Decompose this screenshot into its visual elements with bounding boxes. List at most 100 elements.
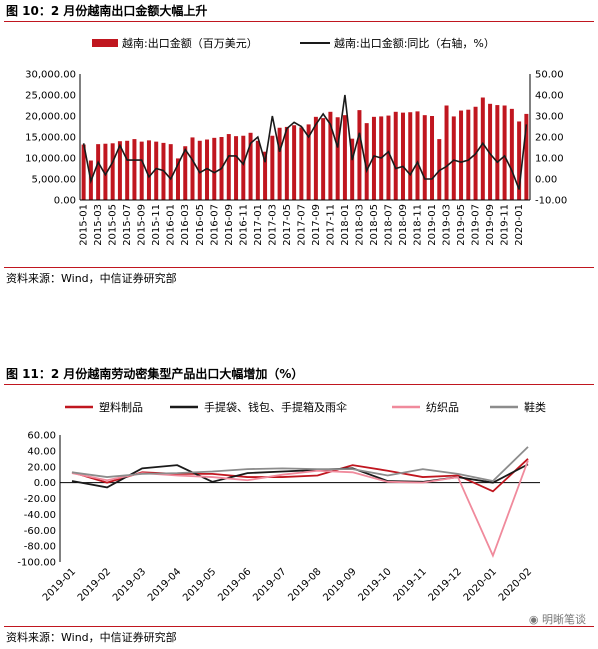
- x-tick-label: 2019-05: [181, 566, 218, 603]
- legend-label: 手提袋、钱包、手提箱及雨伞: [204, 400, 347, 414]
- bar-export-value: [524, 113, 529, 200]
- bar-export-value: [408, 112, 413, 200]
- x-tick-label: 2019-03: [442, 204, 453, 246]
- bar-export-value: [284, 126, 289, 200]
- y-left-tick-label: 25,000.00: [25, 91, 76, 102]
- x-tick-label: 2017-11: [325, 204, 336, 246]
- x-tick-label: 2017-07: [296, 204, 307, 246]
- bar-export-value: [342, 115, 347, 200]
- bar-export-value: [139, 141, 144, 200]
- figure-10-title-rule: [4, 21, 594, 22]
- x-tick-label: 2019-01: [41, 566, 78, 603]
- export-value-chart: 越南:出口金额（百万美元） 越南:出口金额:同比（右轴，%） 0.00 5,000.0…: [25, 36, 567, 246]
- bar-export-value: [357, 110, 362, 200]
- bar-export-value: [132, 139, 137, 200]
- bar-export-value: [212, 137, 217, 200]
- x-tick-label: 2019-01: [427, 204, 438, 246]
- x-tick-label: 2015-09: [137, 204, 148, 246]
- x-tick-label: 2015-05: [108, 204, 119, 246]
- bar-export-value: [502, 105, 507, 200]
- x-tick-label: 2018-09: [398, 204, 409, 246]
- x-tick-label: 2019-03: [111, 566, 148, 603]
- bar-export-value: [328, 111, 333, 200]
- bar-export-value: [517, 121, 522, 200]
- x-tick-label: 2020-01: [462, 566, 499, 603]
- bar-export-value: [277, 127, 282, 200]
- figure-10-title: 图 10：2 月份越南出口金额大幅上升: [6, 4, 208, 18]
- bar-export-value: [190, 137, 195, 200]
- bar-export-value: [110, 143, 115, 200]
- bar-export-value: [422, 115, 427, 200]
- x-tick-label: 2016-03: [180, 204, 191, 246]
- y-tick-label: 0.00: [34, 478, 56, 489]
- bar-export-value: [451, 116, 456, 200]
- x-tick-label: 2018-07: [383, 204, 394, 246]
- x-tick-label: 2017-09: [311, 204, 322, 246]
- x-tick-label: 2015-03: [93, 204, 104, 246]
- bar-export-value: [96, 144, 101, 200]
- x-tick-label: 2020-02: [497, 566, 534, 603]
- figure-11-source: 资料来源：Wind，中信证券研究部: [6, 631, 177, 644]
- x-tick-label: 2017-05: [282, 204, 293, 246]
- y-left-tick-label: 0.00: [54, 196, 76, 207]
- series-line: [71, 458, 529, 493]
- y-right-tick-label: 50.00: [535, 70, 564, 81]
- x-tick-label: 2016-09: [224, 204, 235, 246]
- bar-export-value: [393, 111, 398, 200]
- y-right-tick-label: 40.00: [535, 91, 564, 102]
- x-tick-label: 2018-11: [413, 204, 424, 246]
- bar-export-value: [154, 141, 159, 200]
- y-right-tick-label: -10.00: [535, 196, 567, 207]
- bar-export-value: [335, 117, 340, 200]
- x-tick-label: 2016-05: [195, 204, 206, 246]
- bar-export-value: [480, 97, 485, 200]
- y-right-tick-label: 30.00: [535, 112, 564, 123]
- bar-export-value: [234, 136, 239, 200]
- y-tick-label: -100.00: [17, 558, 56, 569]
- y-left-tick-label: 20,000.00: [25, 112, 76, 123]
- x-tick-label: 2017-03: [267, 204, 278, 246]
- x-tick-label: 2019-12: [427, 566, 464, 603]
- y-left-tick-label: 30,000.00: [25, 70, 76, 81]
- bar-export-value: [350, 138, 355, 200]
- figure-10-source-rule: [4, 267, 594, 268]
- bar-export-value: [175, 158, 180, 200]
- bar-export-value: [81, 144, 86, 200]
- bar-export-value: [270, 135, 275, 200]
- bar-export-value: [313, 116, 318, 200]
- x-tick-label: 2019-04: [146, 566, 183, 603]
- bar-export-value: [299, 127, 304, 200]
- y-right-tick-label: 10.00: [535, 154, 564, 165]
- y-tick-label: -60.00: [24, 526, 56, 537]
- watermark: ◉ 明晰笔谈: [529, 611, 586, 627]
- y-tick-label: 40.00: [27, 446, 56, 457]
- figure-11-title: 图 11：2 月份越南劳动密集型产品出口大幅增加（%）: [6, 367, 304, 381]
- x-tick-label: 2019-07: [471, 204, 482, 246]
- bar-export-value: [226, 134, 231, 200]
- x-tick-label: 2018-03: [354, 204, 365, 246]
- legend-label: 纺织品: [426, 400, 459, 414]
- x-tick-label: 2018-01: [340, 204, 351, 246]
- bar-export-value: [488, 103, 493, 200]
- bar-export-value: [197, 140, 202, 200]
- bar-export-value: [400, 112, 405, 200]
- y-left-tick-label: 10,000.00: [25, 154, 76, 165]
- bar-export-value: [248, 132, 253, 200]
- bar-export-value: [495, 105, 500, 200]
- bar-export-value: [386, 115, 391, 200]
- legend-bar-swatch: [92, 39, 118, 47]
- bar-export-value: [430, 116, 435, 200]
- x-tick-label: 2015-11: [151, 204, 162, 246]
- bar-export-value: [103, 143, 108, 200]
- x-tick-label: 2016-07: [209, 204, 220, 246]
- bar-export-value: [444, 105, 449, 200]
- line-export-yoy: [82, 94, 528, 190]
- x-tick-label: 2016-01: [166, 204, 177, 246]
- y-tick-label: -40.00: [24, 510, 56, 521]
- y-tick-label: 60.00: [27, 431, 56, 442]
- bar-export-value: [168, 144, 173, 200]
- labor-intensive-exports-chart: 塑料制品 手提袋、钱包、手提箱及雨伞 纺织品 鞋类 -100.00 -80.00 -60.0…: [17, 400, 546, 604]
- x-tick-label: 2019-11: [500, 204, 511, 246]
- y-right-tick-label: 20.00: [535, 133, 564, 144]
- legend-label: 塑料制品: [99, 400, 143, 414]
